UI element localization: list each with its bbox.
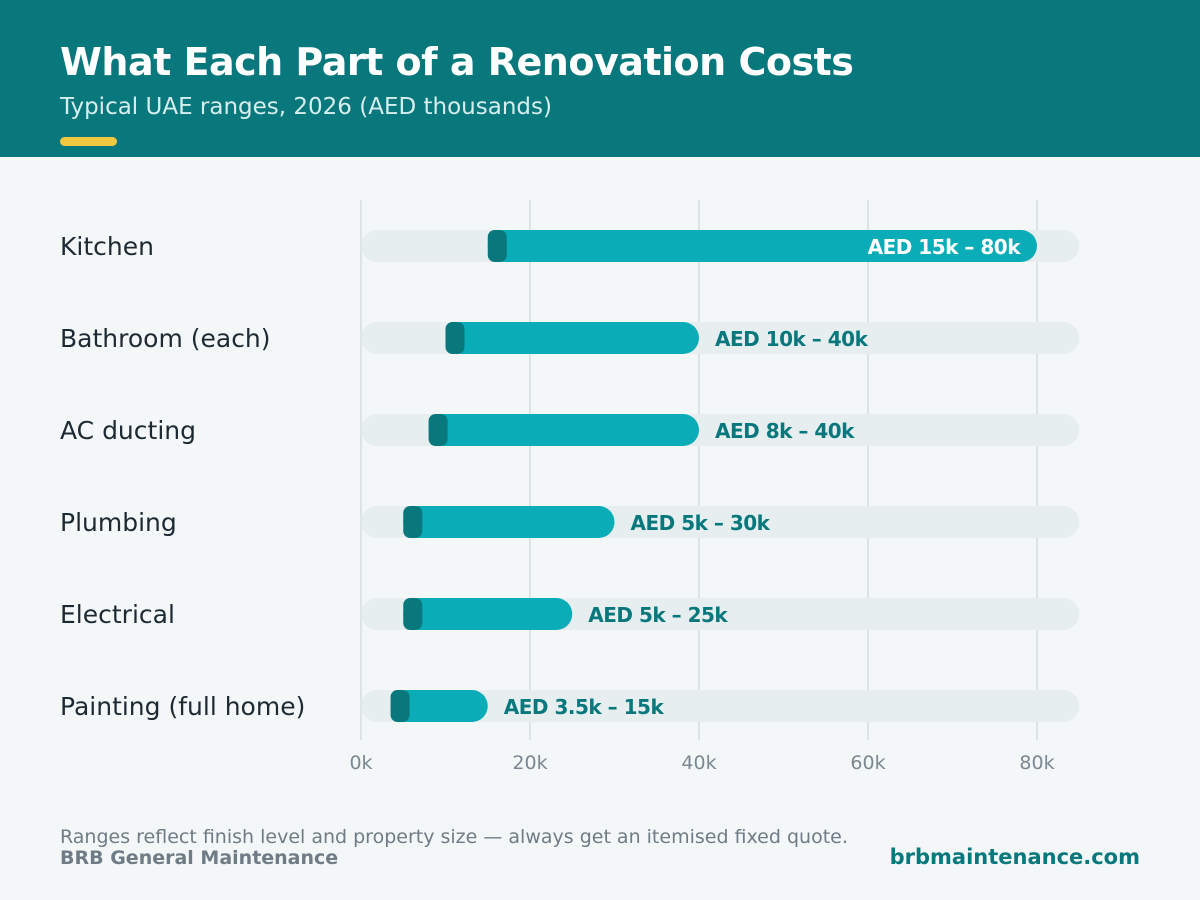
data-label: AED 5k – 30k [631, 511, 771, 535]
data-label: AED 10k – 40k [715, 327, 869, 351]
category-label: Painting (full home) [60, 692, 305, 721]
chart-title: What Each Part of a Renovation Costs [60, 40, 854, 84]
x-tick-label: 80k [1019, 752, 1054, 774]
category-label: AC ducting [60, 416, 196, 445]
range-bar [390, 690, 488, 722]
range-start-marker [403, 598, 423, 630]
range-bar [403, 598, 573, 630]
chart-subtitle: Typical UAE ranges, 2026 (AED thousands) [60, 94, 552, 120]
range-start-marker [390, 690, 410, 722]
data-label: AED 8k – 40k [715, 419, 855, 443]
x-tick-label: 0k [349, 752, 372, 774]
footer-note: Ranges reflect finish level and property… [60, 826, 848, 848]
range-start-marker [403, 506, 423, 538]
bar-track [361, 690, 1080, 722]
data-label: AED 15k – 80k [868, 235, 1022, 259]
category-label: Bathroom (each) [60, 324, 271, 353]
category-label: Electrical [60, 600, 175, 629]
range-bar [487, 230, 1037, 262]
range-start-marker [487, 230, 507, 262]
data-label: AED 3.5k – 15k [504, 695, 665, 719]
accent-underline [60, 137, 117, 146]
category-label: Plumbing [60, 508, 177, 537]
range-bar [445, 322, 699, 354]
x-tick-label: 20k [512, 752, 547, 774]
x-tick-label: 40k [681, 752, 716, 774]
footer-url[interactable]: brbmaintenance.com [889, 845, 1140, 869]
range-bar [428, 414, 699, 446]
footer-brand: BRB General Maintenance [60, 847, 339, 869]
data-label: AED 5k – 25k [588, 603, 728, 627]
range-start-marker [445, 322, 465, 354]
range-bar [403, 506, 615, 538]
range-start-marker [428, 414, 448, 446]
header-banner: What Each Part of a Renovation Costs Typ… [0, 0, 1200, 157]
category-label: Kitchen [60, 232, 154, 261]
x-tick-label: 60k [850, 752, 885, 774]
